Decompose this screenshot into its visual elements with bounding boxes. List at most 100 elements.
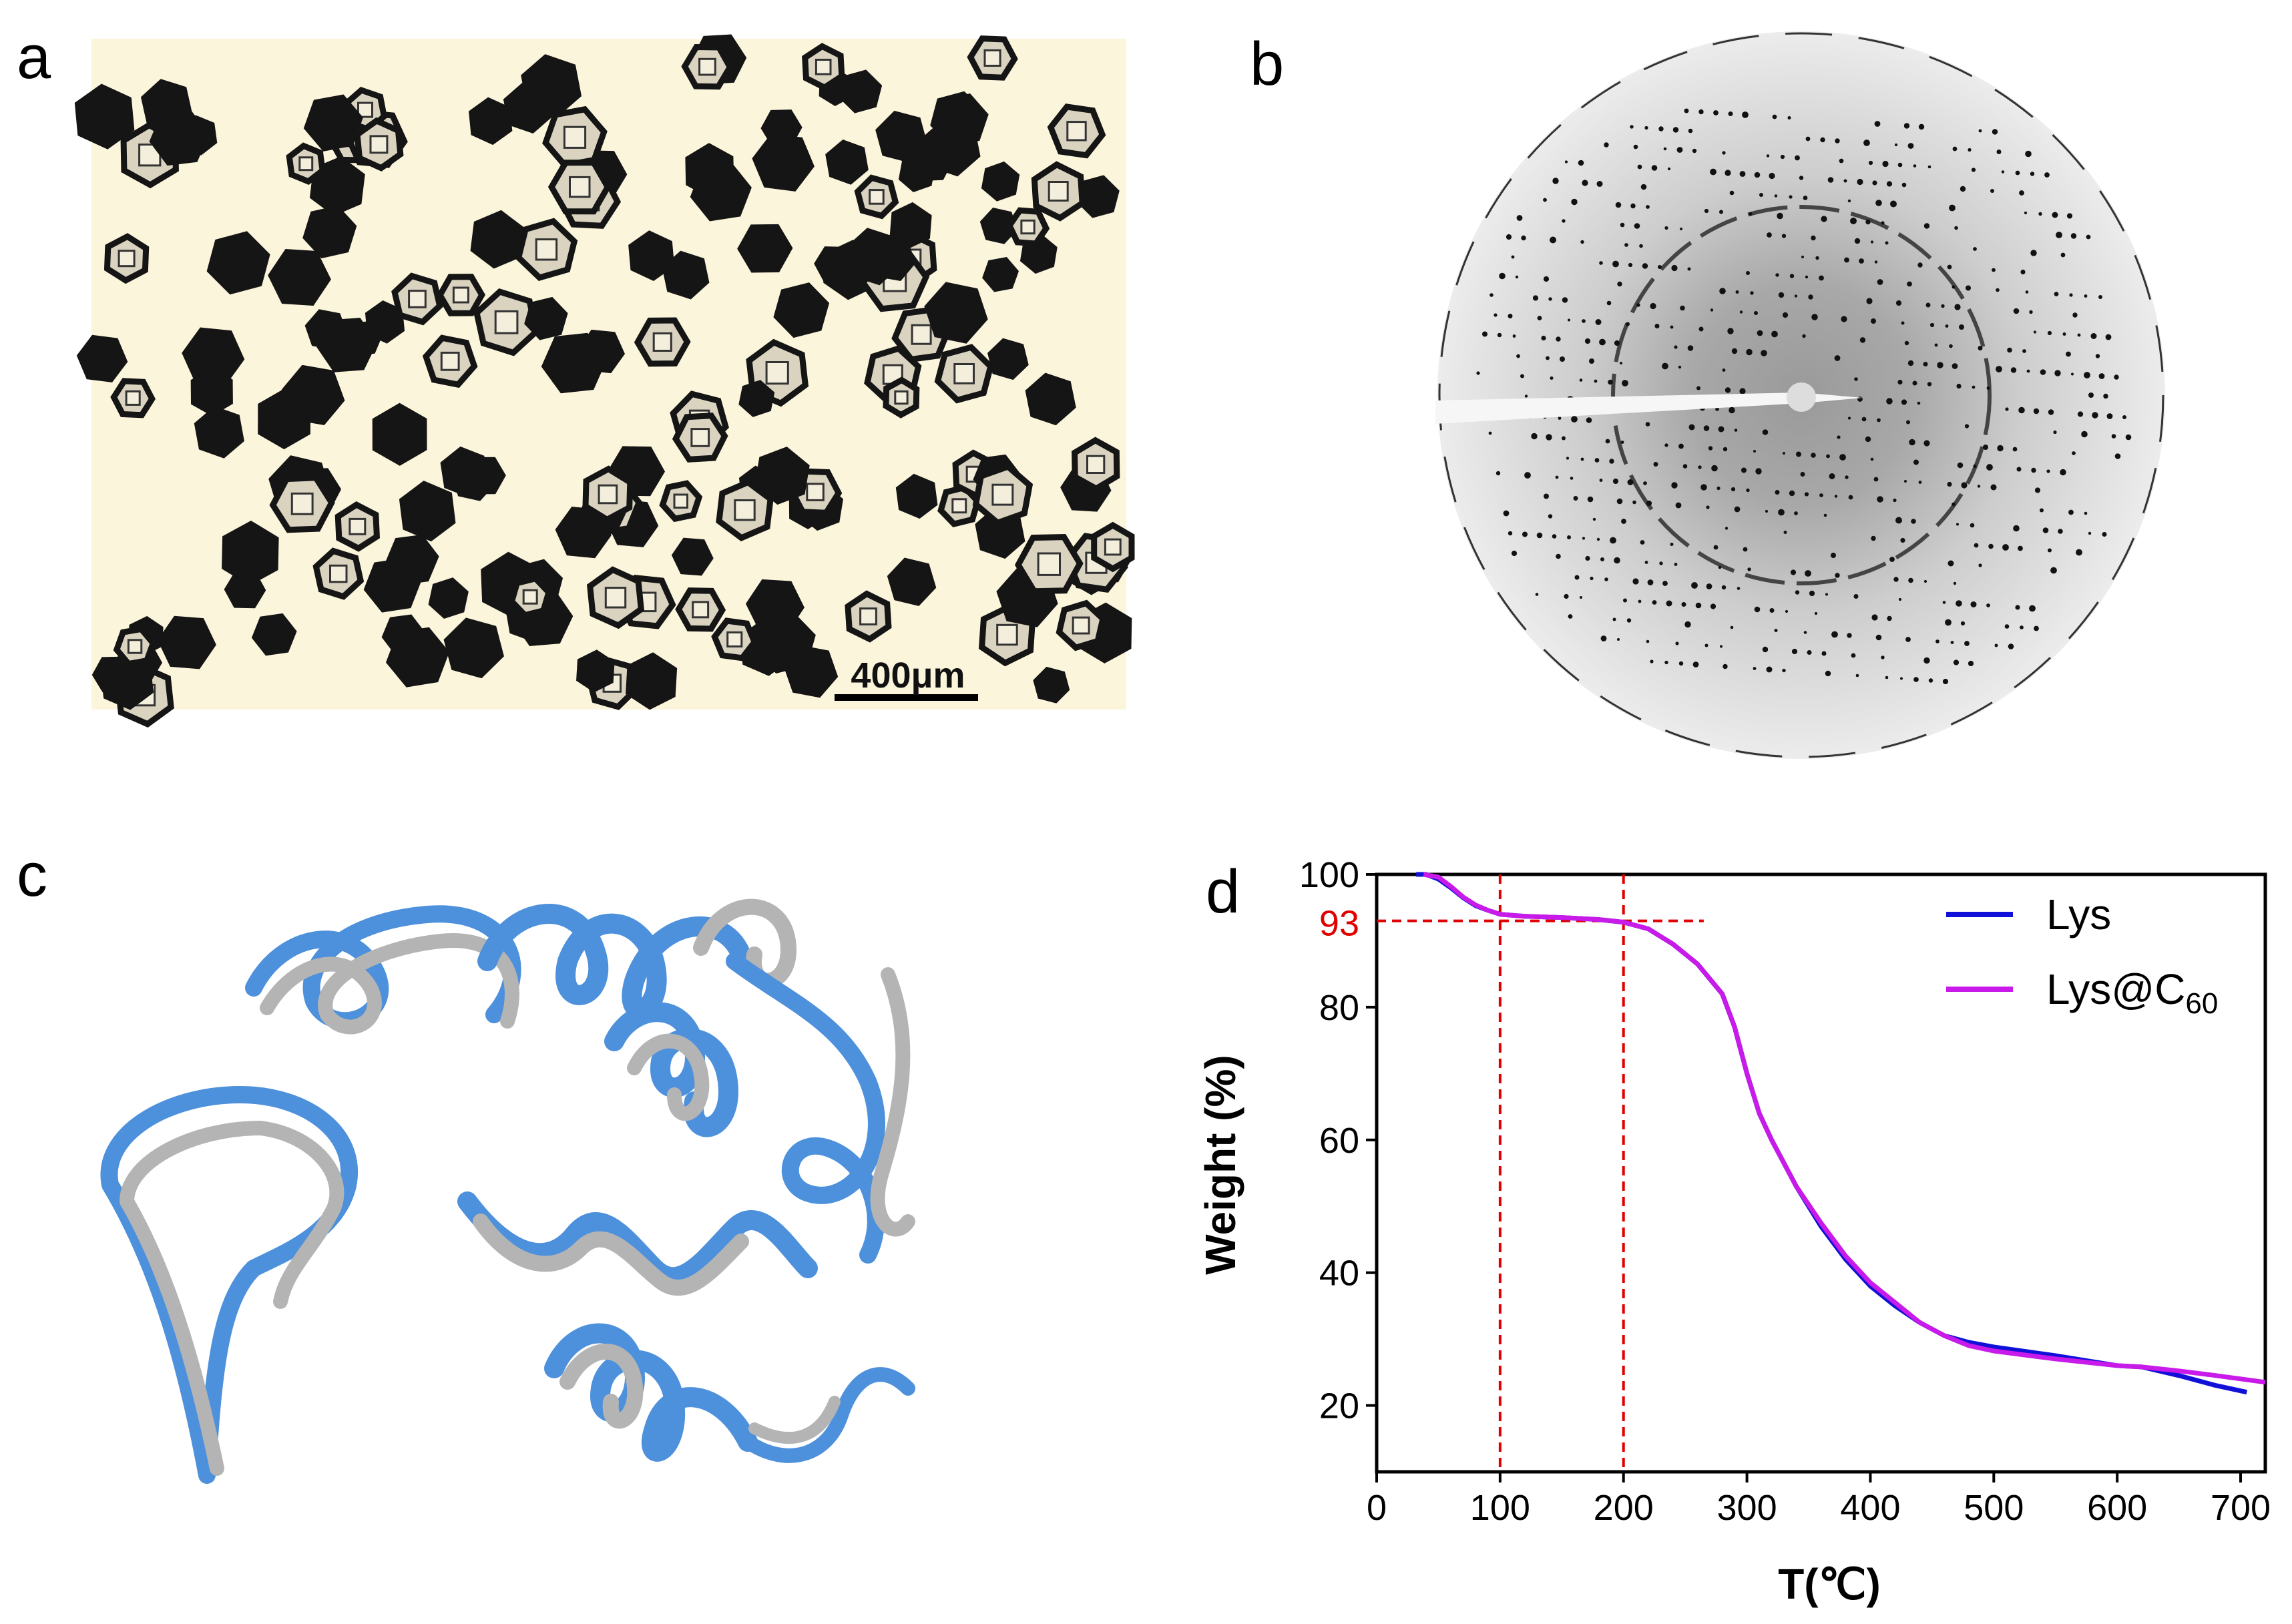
diffraction-spot [1777,212,1783,220]
diffraction-spot [1853,594,1859,599]
crystal [864,345,922,404]
diffraction-spot [1952,285,1956,289]
diffraction-spot [2030,172,2035,176]
diffraction-spot [1560,356,1565,362]
diffraction-spot [2088,531,2092,535]
diffraction-spot [1978,346,1983,350]
diffraction-spot [1725,387,1731,393]
diffraction-spot [1580,240,1584,244]
diffraction-spot [1901,182,1907,188]
diffraction-spot [2013,525,2020,532]
crystal [281,364,345,426]
diffraction-spot [1494,313,1498,317]
diffraction-spot [1819,493,1823,497]
crystal [381,614,425,655]
diffraction-spot [1762,429,1769,435]
diffraction-spot [1811,235,1816,241]
diffraction-spot [1952,502,1956,507]
diffraction-spot [2072,312,2078,318]
diffraction-spot [1630,125,1634,129]
diffraction-spot [1664,226,1668,230]
crystal-facet [365,127,387,150]
diffraction-spot [1568,614,1573,619]
diffraction-spot [2086,234,2091,240]
crystal [745,579,805,632]
x-tick-label: 700 [2211,1488,2271,1528]
diffraction-spot [1672,127,1679,133]
diffraction-spot [2054,292,2059,296]
diffraction-spot [1727,328,1734,334]
diffraction-spot [2016,467,2022,472]
diffraction-spot [1893,498,1897,503]
diffraction-spot [1692,148,1697,154]
crystal-facet [522,589,538,605]
diffraction-spot [1805,136,1811,142]
crystal [814,246,855,282]
crystal [895,473,938,519]
diffraction-spot [1821,651,1827,656]
series-line [1416,872,2248,1395]
crystal-facet [951,498,967,514]
diffraction-spot [1874,121,1881,127]
crystal-field [74,34,1135,728]
diffraction-spot [1675,502,1682,509]
diffraction-spot [1696,386,1700,390]
diffraction-spot [1524,394,1528,398]
diffraction-spot [1774,629,1778,632]
diffraction-spot [1942,678,1949,685]
diffraction-spot [1634,223,1640,229]
diffraction-spot [1804,492,1809,497]
crystal [354,117,404,172]
ribbon-bottom-helix-grey [559,1344,644,1429]
crystal [194,406,244,459]
diffraction-spot [1809,590,1815,597]
diffraction-spot [1556,553,1561,559]
diffraction-spot [2047,330,2052,336]
diffraction-spot [1632,500,1636,505]
diffraction-spot [1615,202,1622,208]
diffraction-spot [1966,285,1971,291]
diffraction-spot [1945,324,1949,328]
diffraction-spot [1698,109,1704,115]
diffraction-spot [1703,425,1710,431]
crystal [291,468,342,513]
diffraction-spot [1739,388,1746,394]
crystal [120,643,163,681]
crystal [573,150,628,198]
series-line [1423,872,2266,1385]
diffraction-spot [1571,198,1578,206]
crystal [978,603,1036,667]
diffraction-spot [2040,508,2044,513]
diffraction-spot [1580,457,1584,461]
diffraction-spot [1599,338,1606,346]
crystal [182,327,245,385]
diffraction-spot [1671,264,1678,272]
crystal [269,475,335,533]
diffraction-spot [1670,403,1676,409]
diffraction-spot [1808,294,1813,300]
diffraction-spot [1725,527,1729,530]
diffraction-spot [1953,581,1957,585]
diffraction-spot [1947,481,1952,487]
diffraction-spot [1659,561,1663,565]
diffraction-spot [1610,537,1616,544]
diffraction-spot [2024,211,2028,215]
ribbon-loop-left-grey [120,1121,345,1476]
diffraction-spot [1623,598,1627,603]
diffraction-spot [1782,312,1789,318]
diffraction-spot [1704,643,1708,647]
diffraction-spot [1662,581,1668,586]
diffraction-spot [1898,597,1902,601]
crystal-facet [983,49,1001,67]
diffraction-spot [1543,276,1550,282]
crystal [690,163,752,222]
crystal-facet [578,189,600,212]
diffraction-spot [1506,234,1512,240]
diffraction-spot [1710,603,1716,609]
crystal [585,656,639,710]
diffraction-spot [1839,158,1844,164]
diffraction-spot [1664,660,1668,665]
diffraction-spot [2052,212,2058,218]
crystal [586,566,645,629]
